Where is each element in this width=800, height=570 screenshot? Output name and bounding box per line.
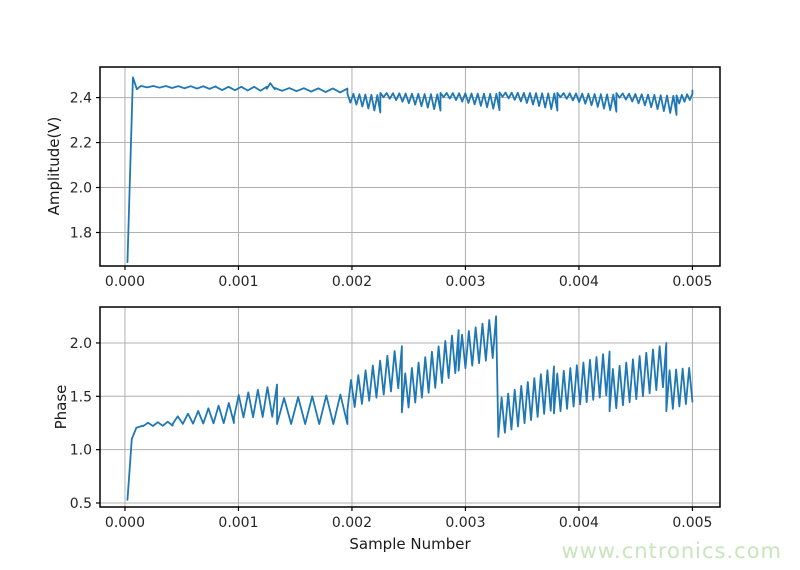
- x-tick-label: 0.001: [218, 274, 258, 290]
- y-tick-label: 2.0: [70, 336, 92, 352]
- amplitude-series-line: [126, 76, 694, 264]
- y-tick-label: 1.8: [70, 225, 92, 241]
- y-tick-label: 1.5: [70, 389, 92, 405]
- y-tick-label: 0.5: [70, 496, 92, 512]
- x-tick-label: 0.004: [559, 515, 599, 531]
- x-tick-label: 0.005: [672, 515, 712, 531]
- y-tick-label: 2.0: [70, 181, 92, 197]
- plot-border: [99, 306, 721, 508]
- plot-border: [99, 66, 721, 267]
- x-tick-label: 0.001: [218, 515, 258, 531]
- x-tick-label: 0.000: [105, 274, 145, 290]
- y-tick-label: 2.4: [70, 91, 92, 107]
- phase-y-axis-label: Phase: [52, 384, 70, 430]
- x-axis-label: Sample Number: [349, 535, 471, 553]
- x-tick-label: 0.002: [332, 274, 372, 290]
- x-tick-label: 0.005: [672, 274, 712, 290]
- x-tick-label: 0.000: [105, 515, 145, 531]
- y-tick-label: 2.2: [70, 136, 92, 152]
- watermark: www.cntronics.com: [561, 539, 782, 563]
- amplitude-y-axis-label: Amplitude(V): [45, 116, 63, 216]
- x-tick-label: 0.004: [559, 274, 599, 290]
- phase-series-line: [126, 315, 694, 501]
- x-tick-label: 0.003: [445, 515, 485, 531]
- x-tick-label: 0.002: [332, 515, 372, 531]
- x-tick-label: 0.003: [445, 274, 485, 290]
- y-tick-label: 1.0: [70, 443, 92, 459]
